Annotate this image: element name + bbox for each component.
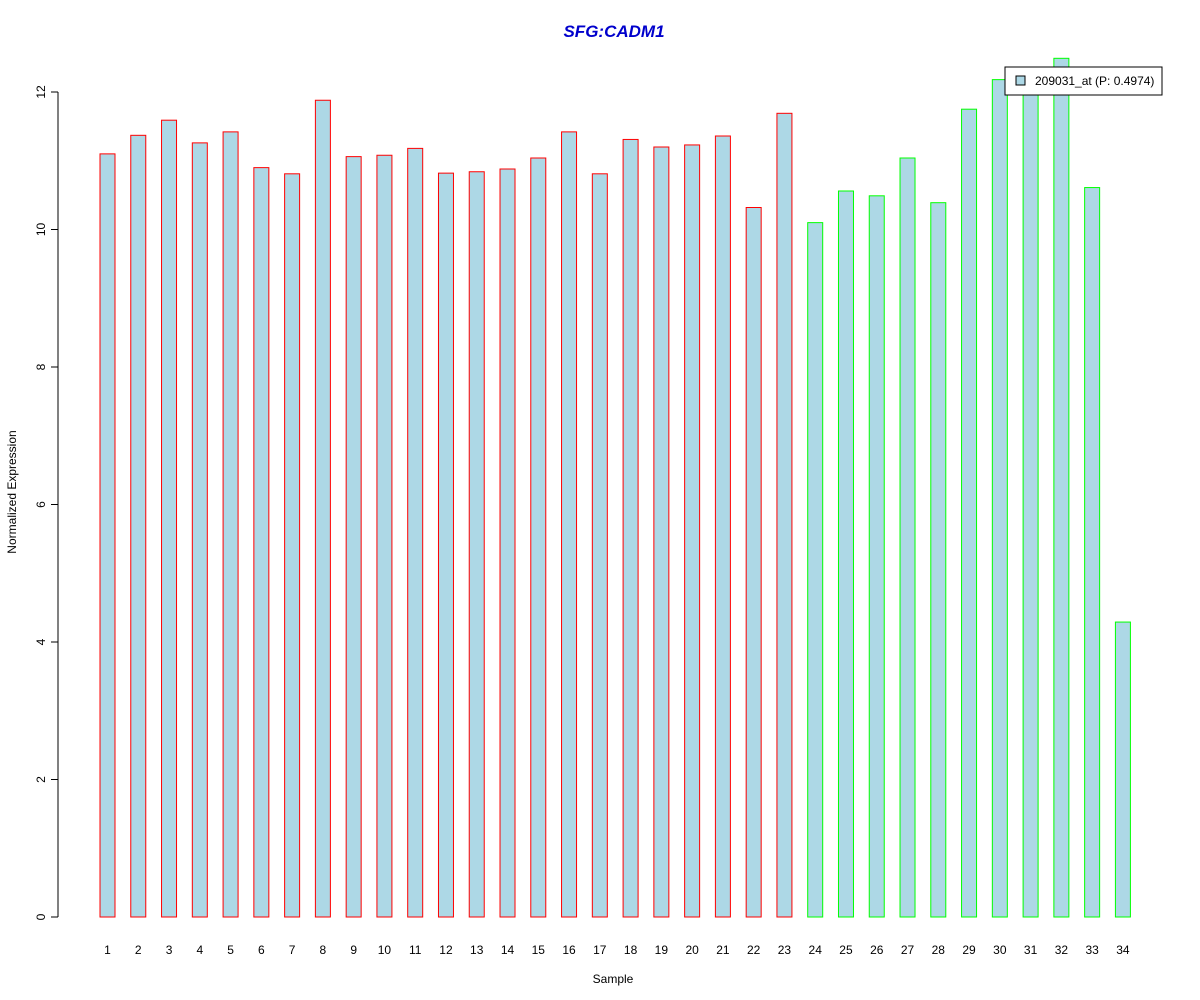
x-tick-label: 4 [196,943,203,957]
x-tick-label: 7 [289,943,296,957]
x-tick-label: 26 [870,943,884,957]
bar-sample-18 [622,138,639,918]
legend-label: 209031_at (P: 0.4974) [1035,74,1154,88]
bar-sample-25 [837,190,854,918]
x-tick-label: 12 [439,943,453,957]
x-tick-label: 32 [1055,943,1069,957]
x-tick-label: 23 [778,943,792,957]
x-tick-label: 20 [685,943,699,957]
bar-sample-6 [253,167,270,918]
x-axis-tick-labels: 1 2 3 4 5 6 7 8 9 10 11 12 13 14 15 16 17 18 19 20 21 22 23 24 2… [104,943,1130,957]
bar-sample-15 [530,157,547,918]
x-tick-label: 9 [350,943,357,957]
bar-sample-16 [561,131,578,918]
bar-sample-10 [376,154,393,918]
x-tick-label: 19 [655,943,669,957]
bar-sample-1 [99,153,116,918]
x-tick-label: 24 [809,943,823,957]
x-tick-label: 10 [378,943,392,957]
bar-sample-24 [807,222,824,918]
y-tick-label: 4 [34,638,48,645]
bar-sample-32 [1053,57,1070,918]
bar-sample-26 [868,195,885,918]
x-tick-label: 30 [993,943,1007,957]
bar-sample-29 [961,108,978,918]
x-tick-label: 22 [747,943,761,957]
x-tick-label: 28 [932,943,946,957]
x-tick-label: 3 [166,943,173,957]
y-tick-label: 8 [34,363,48,370]
legend: 209031_at (P: 0.4974) [1004,66,1163,96]
bar-sample-19 [653,146,670,918]
bar-sample-31 [1022,91,1039,918]
y-tick-label: 12 [34,85,48,99]
x-tick-label: 6 [258,943,265,957]
bar-sample-11 [407,147,424,918]
bar-sample-14 [499,168,516,918]
x-tick-label: 16 [562,943,576,957]
x-tick-label: 33 [1085,943,1099,957]
bar-sample-9 [345,156,362,918]
y-tick-label: 2 [34,776,48,783]
x-tick-label: 13 [470,943,484,957]
bar-sample-17 [591,173,608,918]
bar-sample-4 [191,142,208,918]
bar-sample-5 [222,131,239,918]
x-tick-label: 14 [501,943,515,957]
x-tick-label: 5 [227,943,234,957]
y-tick-label: 10 [34,223,48,237]
bar-sample-20 [684,144,701,918]
x-tick-label: 18 [624,943,638,957]
y-tick-label: 0 [34,913,48,920]
x-tick-label: 15 [532,943,546,957]
bar-sample-33 [1084,187,1101,918]
x-axis-label: Sample [593,972,634,986]
bar-sample-23 [776,112,793,918]
x-tick-label: 25 [839,943,853,957]
bars-group [99,57,1131,918]
legend-box [1004,66,1163,96]
bar-sample-13 [468,171,485,918]
bar-sample-8 [314,99,331,918]
bar-sample-7 [284,173,301,918]
x-tick-label: 34 [1116,943,1130,957]
bar-sample-22 [745,207,762,918]
bar-sample-28 [930,202,947,918]
bar-sample-3 [161,119,178,918]
bar-sample-30 [991,79,1008,918]
y-axis-label: Normalized Expression [5,430,19,553]
y-axis: 0 2 4 6 8 10 12 [34,85,59,920]
bar-sample-34 [1114,621,1131,918]
bar-sample-27 [899,157,916,918]
bar-sample-12 [437,172,454,918]
x-tick-label: 1 [104,943,111,957]
chart-title: SFG:CADM1 [563,22,664,41]
x-tick-label: 11 [409,943,422,957]
x-tick-label: 2 [135,943,142,957]
x-tick-label: 21 [716,943,730,957]
x-tick-label: 8 [320,943,327,957]
x-tick-label: 27 [901,943,915,957]
y-tick-label: 6 [34,501,48,508]
bar-sample-2 [130,134,147,918]
x-tick-label: 31 [1024,943,1038,957]
x-tick-label: 29 [962,943,976,957]
x-tick-label: 17 [593,943,607,957]
bar-sample-21 [714,135,731,918]
legend-swatch [1015,75,1026,86]
